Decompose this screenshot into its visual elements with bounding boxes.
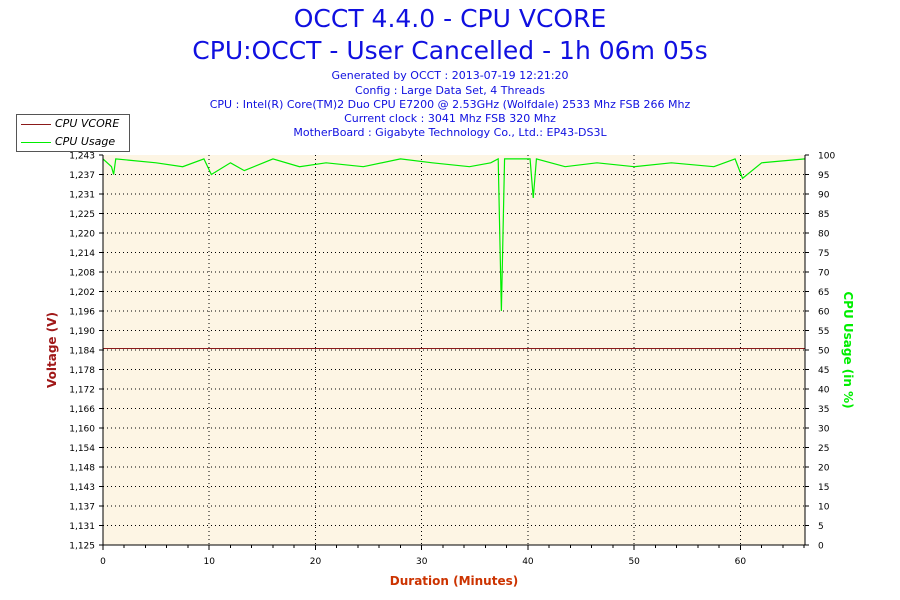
x-tick-label: 50 (628, 557, 640, 567)
legend-swatch-cpu-vcore (21, 124, 51, 125)
y2-tick-label: 50 (818, 347, 830, 357)
y-tick-label: 1,184 (69, 347, 95, 357)
y-tick-label: 1,190 (69, 327, 95, 337)
chart-legend: CPU VCORE CPU Usage (16, 114, 130, 152)
y2-tick-label: 75 (818, 249, 829, 259)
x-tick-label: 20 (310, 557, 322, 567)
y-tick-label: 1,220 (69, 230, 95, 240)
x-tick-label: 10 (204, 557, 216, 567)
info-motherboard: MotherBoard : Gigabyte Technology Co., L… (293, 126, 607, 139)
y2-tick-label: 35 (818, 405, 829, 415)
y-tick-label: 1,125 (69, 542, 95, 552)
y2-tick-label: 65 (818, 288, 829, 298)
x-tick-label: 0 (100, 557, 106, 567)
y-tick-label: 1,154 (69, 444, 95, 454)
x-tick-label: 30 (416, 557, 428, 567)
legend-label-cpu-usage: CPU Usage (55, 135, 116, 148)
x-tick-label: 60 (735, 557, 747, 567)
y-tick-label: 1,143 (69, 483, 95, 493)
chart-subtitle: CPU:OCCT - User Cancelled - 1h 06m 05s (192, 36, 708, 65)
y-tick-label: 1,178 (69, 366, 95, 376)
y2-tick-label: 60 (818, 308, 830, 318)
series-line-cpu-usage (102, 157, 806, 312)
y2-tick-label: 15 (818, 483, 829, 493)
y2-tick-label: 90 (818, 191, 830, 201)
y2-tick-label: 85 (818, 210, 829, 220)
y-tick-label: 1,225 (69, 210, 95, 220)
info-cpu: CPU : Intel(R) Core(TM)2 Duo CPU E7200 @… (209, 98, 691, 111)
y2-tick-label: 95 (818, 171, 829, 181)
y2-tick-label: 55 (818, 327, 829, 337)
chart-title: OCCT 4.4.0 - CPU VCORE (293, 4, 607, 33)
y2-tick-label: 70 (818, 269, 830, 279)
y-tick-label: 1,214 (69, 249, 95, 259)
y2-tick-label: 10 (818, 503, 830, 513)
legend-item-cpu-usage: CPU Usage (17, 134, 129, 151)
y2-tick-label: 0 (818, 542, 824, 552)
y2-tick-label: 80 (818, 230, 830, 240)
y2-tick-label: 25 (818, 444, 829, 454)
y-tick-label: 1,208 (69, 269, 95, 279)
x-axis-label: Duration (Minutes) (390, 574, 518, 588)
y-tick-label: 1,166 (69, 405, 95, 415)
x-tick-label: 40 (522, 557, 534, 567)
y2-tick-label: 40 (818, 386, 830, 396)
legend-label-cpu-vcore: CPU VCORE (55, 117, 120, 130)
y2-tick-label: 100 (818, 152, 835, 162)
info-config: Config : Large Data Set, 4 Threads (355, 84, 545, 97)
y-tick-label: 1,243 (69, 152, 95, 162)
y-tick-label: 1,202 (69, 288, 95, 298)
y2-tick-label: 45 (818, 366, 829, 376)
legend-swatch-cpu-usage (21, 142, 51, 143)
y-tick-label: 1,231 (69, 191, 95, 201)
y2-tick-label: 20 (818, 464, 830, 474)
y-tick-label: 1,172 (69, 386, 95, 396)
y2-axis-label: CPU Usage (in %) (841, 291, 855, 408)
y-tick-label: 1,196 (69, 308, 95, 318)
y-tick-label: 1,237 (69, 171, 95, 181)
y-tick-label: 1,148 (69, 464, 95, 474)
info-current-clock: Current clock : 3041 Mhz FSB 320 Mhz (344, 112, 556, 125)
y-tick-label: 1,160 (69, 425, 95, 435)
y-axis-label: Voltage (V) (45, 312, 59, 388)
y-tick-label: 1,131 (69, 522, 95, 532)
info-generated: Generated by OCCT : 2013-07-19 12:21:20 (331, 69, 569, 82)
y2-tick-label: 30 (818, 425, 830, 435)
y2-tick-label: 5 (818, 522, 824, 532)
y-tick-label: 1,137 (69, 503, 95, 513)
legend-item-cpu-vcore: CPU VCORE (17, 116, 129, 133)
